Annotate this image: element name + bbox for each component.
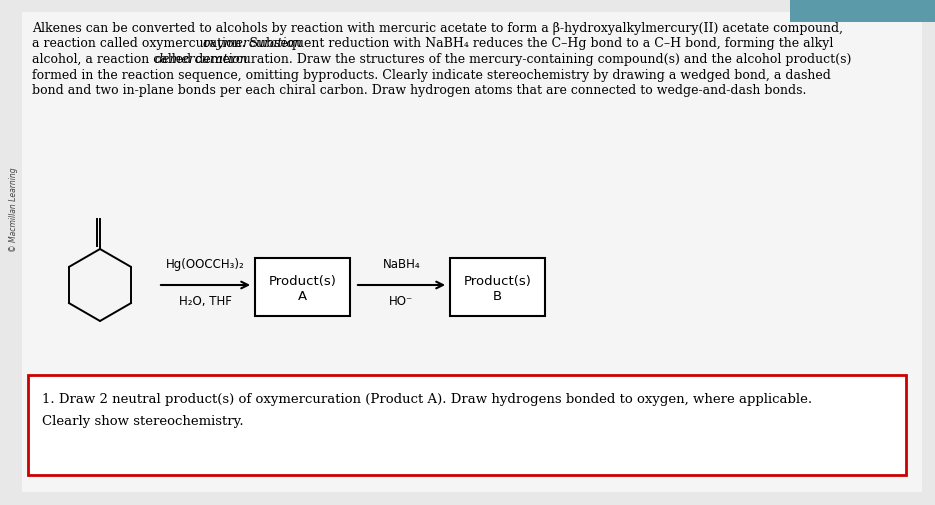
Bar — [790, 0, 935, 22]
Text: oxymercuration: oxymercuration — [202, 37, 302, 50]
Text: H₂O, THF: H₂O, THF — [180, 295, 232, 308]
Text: Clearly show stereochemistry.: Clearly show stereochemistry. — [42, 415, 244, 428]
Text: alcohol, a reaction called demercuration. Draw the structures of the mercury-con: alcohol, a reaction called demercuration… — [32, 53, 852, 66]
Text: NaBH₄: NaBH₄ — [382, 258, 421, 271]
Text: 1. Draw 2 neutral product(s) of oxymercuration (Product A). Draw hydrogens bonde: 1. Draw 2 neutral product(s) of oxymercu… — [42, 393, 813, 406]
Text: HO⁻: HO⁻ — [389, 295, 413, 308]
Text: Product(s): Product(s) — [464, 275, 531, 287]
Text: demercuration: demercuration — [155, 53, 249, 66]
Bar — [255, 258, 350, 316]
Text: bond and two in-plane bonds per each chiral carbon. Draw hydrogen atoms that are: bond and two in-plane bonds per each chi… — [32, 84, 806, 97]
Text: © Macmillan Learning: © Macmillan Learning — [9, 168, 19, 252]
Text: Hg(OOCCH₃)₂: Hg(OOCCH₃)₂ — [166, 258, 245, 271]
Bar — [28, 375, 906, 475]
Text: B: B — [493, 290, 502, 304]
Text: Product(s): Product(s) — [268, 275, 337, 287]
Text: a reaction called oxymercuration. Subsequent reduction with NaBH₄ reduces the C–: a reaction called oxymercuration. Subseq… — [32, 37, 833, 50]
Bar — [450, 258, 545, 316]
Text: formed in the reaction sequence, omitting byproducts. Clearly indicate stereoche: formed in the reaction sequence, omittin… — [32, 69, 831, 81]
Text: A: A — [298, 290, 307, 304]
Text: Alkenes can be converted to alcohols by reaction with mercuric acetate to form a: Alkenes can be converted to alcohols by … — [32, 22, 843, 35]
